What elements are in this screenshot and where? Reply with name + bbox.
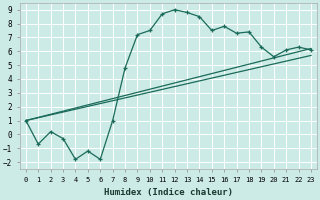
X-axis label: Humidex (Indice chaleur): Humidex (Indice chaleur): [104, 188, 233, 197]
